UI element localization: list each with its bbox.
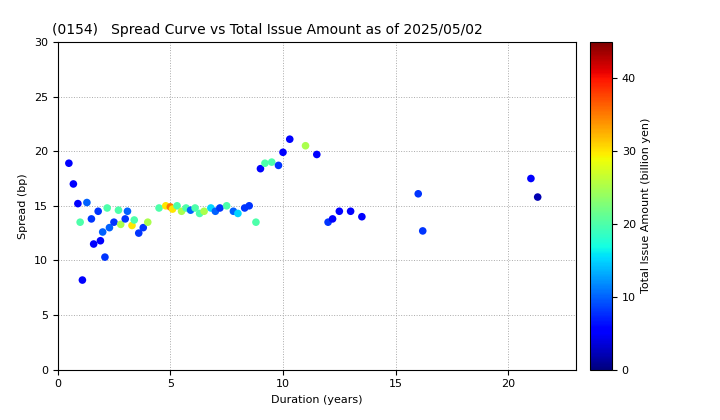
Point xyxy=(120,215,131,222)
Point xyxy=(126,222,138,229)
Point xyxy=(92,208,104,215)
Point xyxy=(221,202,233,209)
Point xyxy=(266,159,277,165)
Point xyxy=(210,208,221,215)
Point xyxy=(259,160,271,167)
Point xyxy=(153,205,165,211)
Point xyxy=(205,205,217,211)
Point xyxy=(417,228,428,234)
Point xyxy=(165,204,176,210)
X-axis label: Duration (years): Duration (years) xyxy=(271,395,363,405)
Y-axis label: Total Issue Amount (billion yen): Total Issue Amount (billion yen) xyxy=(642,118,652,294)
Point xyxy=(333,208,345,215)
Point xyxy=(88,241,99,247)
Point xyxy=(356,213,368,220)
Point xyxy=(113,207,125,213)
Point xyxy=(214,205,225,211)
Point xyxy=(160,202,171,209)
Point xyxy=(228,208,239,215)
Point xyxy=(532,194,544,200)
Point xyxy=(138,224,149,231)
Point xyxy=(142,219,153,226)
Point xyxy=(81,199,93,206)
Point xyxy=(284,136,295,142)
Point xyxy=(327,215,338,222)
Point xyxy=(108,219,120,226)
Point xyxy=(104,224,115,231)
Point xyxy=(413,190,424,197)
Point xyxy=(99,254,111,260)
Point xyxy=(255,165,266,172)
Point xyxy=(243,202,255,209)
Point xyxy=(167,206,179,213)
Point xyxy=(122,208,133,215)
Point xyxy=(115,221,127,228)
Y-axis label: Spread (bp): Spread (bp) xyxy=(18,173,28,239)
Point xyxy=(102,205,113,211)
Point xyxy=(311,151,323,158)
Point xyxy=(239,205,251,211)
Point xyxy=(180,205,192,211)
Point xyxy=(97,228,109,235)
Point xyxy=(185,207,197,213)
Point xyxy=(133,230,145,236)
Point xyxy=(189,205,201,211)
Point xyxy=(323,219,334,226)
Point xyxy=(277,149,289,156)
Point xyxy=(86,215,97,222)
Text: (0154)   Spread Curve vs Total Issue Amount as of 2025/05/02: (0154) Spread Curve vs Total Issue Amoun… xyxy=(53,23,483,37)
Point xyxy=(232,210,243,217)
Point xyxy=(128,217,140,223)
Point xyxy=(250,219,261,226)
Point xyxy=(63,160,75,167)
Point xyxy=(525,175,536,182)
Point xyxy=(198,208,210,215)
Point xyxy=(72,200,84,207)
Point xyxy=(176,208,187,215)
Point xyxy=(94,237,106,244)
Point xyxy=(300,142,311,149)
Point xyxy=(273,162,284,169)
Point xyxy=(171,202,183,209)
Point xyxy=(194,210,205,217)
Point xyxy=(68,181,79,187)
Point xyxy=(76,277,88,284)
Point xyxy=(74,219,86,226)
Point xyxy=(345,208,356,215)
